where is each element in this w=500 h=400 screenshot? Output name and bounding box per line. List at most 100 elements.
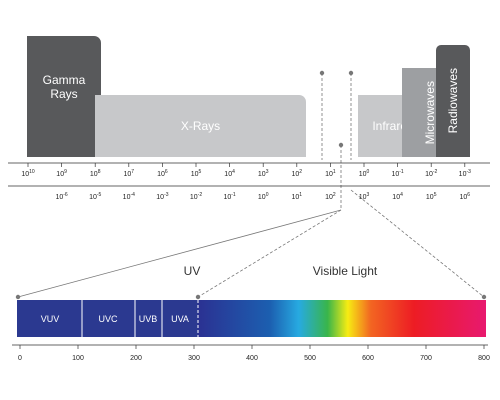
scale-label: 106 [460, 192, 471, 201]
scale-label: 100 [359, 169, 370, 178]
marker-dot [338, 142, 344, 148]
scale-label: 107 [124, 169, 135, 178]
scale-base: 10 [426, 194, 434, 201]
wavelength-label: 500 [304, 355, 316, 362]
scale-base: 10 [359, 194, 367, 201]
zoom-line [17, 209, 342, 298]
scale-label: 102 [292, 169, 303, 178]
scale-exponent: -2 [433, 169, 438, 175]
scale-base: 10 [89, 194, 97, 201]
wavelength-label: 200 [130, 355, 142, 362]
scale-base: 10 [425, 171, 433, 178]
scale-base: 10 [224, 171, 232, 178]
scale-label: 101 [292, 192, 303, 201]
region-label: X-Rays [180, 119, 221, 133]
scale-exponent: 3 [266, 169, 269, 175]
scale-label: 100 [258, 192, 269, 201]
scale-label: 10-2 [425, 169, 437, 178]
scale-base: 10 [223, 194, 231, 201]
scale-exponent: 0 [266, 192, 269, 198]
zoom-line [350, 189, 485, 298]
band-label: UVB [139, 314, 158, 324]
scale-exponent: 7 [131, 169, 134, 175]
scale-label: 105 [426, 192, 437, 201]
band-label: UVA [171, 314, 189, 324]
scale-exponent: 5 [434, 192, 437, 198]
scale-label: 10-4 [123, 192, 135, 201]
marker-dot [481, 294, 487, 300]
scale-exponent: 6 [165, 169, 168, 175]
scale-exponent: 0 [367, 169, 370, 175]
uv-bar [17, 300, 198, 337]
scale-label: 10-1 [223, 192, 235, 201]
scale-exponent: 1 [333, 169, 336, 175]
wavelength-label: 0 [18, 355, 22, 362]
scale-label: 101 [325, 169, 336, 178]
marker-dot [319, 70, 325, 76]
region-label: Radiowaves [446, 68, 460, 134]
scale-base: 10 [292, 194, 300, 201]
marker-dot [15, 294, 21, 300]
scale-label: 103 [359, 192, 370, 201]
scale-exponent: 5 [199, 169, 202, 175]
uv-label: UV [184, 264, 201, 278]
scale-base: 10 [391, 171, 399, 178]
scale-exponent: -6 [63, 192, 68, 198]
scale-base: 10 [156, 194, 164, 201]
zoom-line [197, 209, 342, 298]
scale-exponent: -4 [130, 192, 135, 198]
scale-label: 109 [56, 169, 67, 178]
scale-exponent: 8 [98, 169, 101, 175]
scale-label: 106 [157, 169, 168, 178]
scale-exponent: 10 [29, 169, 35, 175]
scale-base: 10 [258, 171, 266, 178]
scale-base: 10 [123, 194, 131, 201]
scale-label: 10-5 [89, 192, 101, 201]
scale-exponent: 1 [299, 192, 302, 198]
scale-base: 10 [90, 171, 98, 178]
scale-base: 10 [21, 171, 29, 178]
scale-label: 108 [90, 169, 101, 178]
wavelength-label: 100 [72, 355, 84, 362]
scale-label: 103 [258, 169, 269, 178]
scale-exponent: 2 [333, 192, 336, 198]
scale-exponent: 2 [299, 169, 302, 175]
scale-label: 10-2 [190, 192, 202, 201]
scale-exponent: -1 [399, 169, 404, 175]
region-label: Gamma Rays [42, 72, 86, 101]
scale-base: 10 [191, 171, 199, 178]
scale-base: 10 [392, 194, 400, 201]
scale-base: 10 [359, 171, 367, 178]
scale-base: 10 [190, 194, 198, 201]
scale-label: 102 [325, 192, 336, 201]
scale-base: 10 [459, 171, 467, 178]
band-label: VUV [41, 314, 60, 324]
visible-bar [198, 300, 486, 337]
wavelength-label: 600 [362, 355, 374, 362]
wavelength-label: 800 [478, 355, 490, 362]
scale-base: 10 [292, 171, 300, 178]
wavelength-label: 300 [188, 355, 200, 362]
scale-label: 105 [191, 169, 202, 178]
scale-exponent: 9 [64, 169, 67, 175]
scale-exponent: -5 [97, 192, 102, 198]
scale-label: 104 [224, 169, 235, 178]
scale-label: 10-3 [459, 169, 471, 178]
scale-exponent: 6 [467, 192, 470, 198]
microwave-block: Microwaves [402, 68, 441, 157]
wavelength-label: 400 [246, 355, 258, 362]
scale-exponent: 4 [232, 169, 235, 175]
marker-dot [348, 70, 354, 76]
scale-label: 1010 [21, 169, 35, 178]
scale-exponent: -3 [164, 192, 169, 198]
band-label: UVC [98, 314, 118, 324]
scale-base: 10 [55, 194, 63, 201]
scale-exponent: -1 [231, 192, 236, 198]
visible-label: Visible Light [313, 264, 378, 278]
scale-exponent: -3 [466, 169, 471, 175]
xray-block: X-Rays [95, 95, 306, 157]
scale-exponent: 3 [367, 192, 370, 198]
scale-base: 10 [56, 171, 64, 178]
scale-base: 10 [325, 194, 333, 201]
